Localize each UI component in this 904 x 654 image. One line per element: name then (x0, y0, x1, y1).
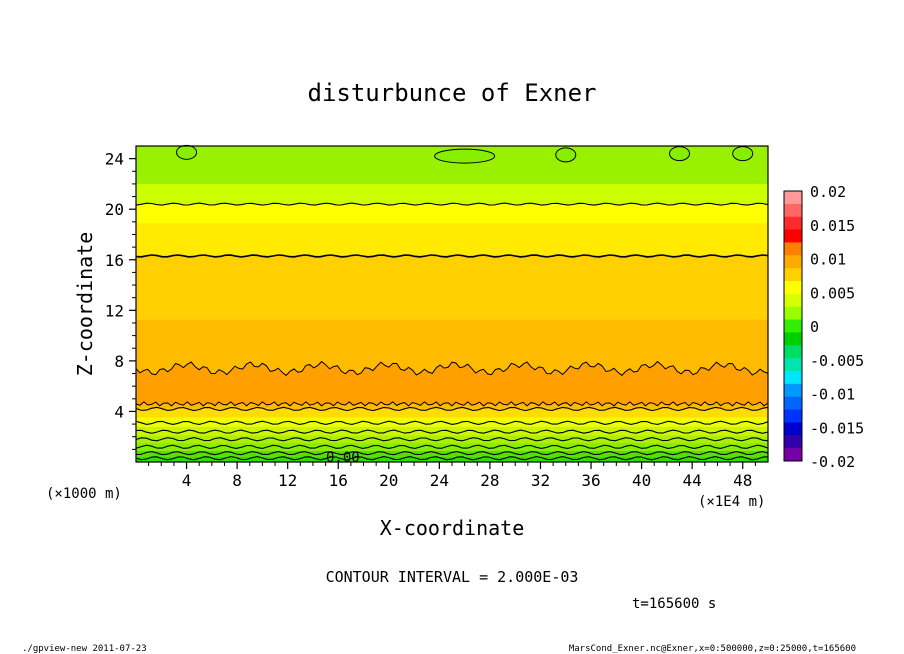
contour-line-1 (135, 451, 769, 456)
colorbar-label-8: -0.02 (810, 453, 855, 471)
contour-line-7 (135, 254, 769, 258)
plot-area (135, 146, 769, 462)
contour-band-8 (136, 254, 768, 320)
chart-title: disturbunce of Exner (308, 79, 597, 107)
colorbar-swatch-14 (784, 371, 802, 385)
x-scale-label: (×1E4 m) (698, 494, 765, 510)
x-tick-label-1: 8 (232, 471, 242, 490)
colorbar-swatch-20 (784, 448, 802, 462)
colorbar-label-6: -0.01 (810, 386, 855, 404)
colorbar-swatch-6 (784, 268, 802, 282)
colorbar (783, 190, 803, 462)
y-axis: 4 8 12 16 20 24 (105, 150, 136, 450)
contour-band-1 (136, 450, 768, 457)
y-axis-title: Z-coordinate (73, 232, 97, 377)
contour-line-8 (135, 202, 769, 206)
y-tick-label-4: 20 (105, 200, 124, 219)
y-tick-label-5: 24 (105, 150, 124, 169)
x-tick-label-2: 12 (278, 471, 297, 490)
contour-line-2 (135, 444, 769, 449)
contour-interval-text: CONTOUR INTERVAL = 2.000E-03 (326, 568, 579, 586)
x-axis: 4 8 12 16 20 24 28 32 36 40 44 48 (148, 462, 756, 490)
contour-line-6 (135, 406, 769, 412)
colorbar-frame (783, 190, 803, 462)
x-tick-label-7: 32 (531, 471, 550, 490)
x-tick-label-5: 24 (430, 471, 449, 490)
colorbar-swatch-4 (784, 242, 802, 256)
contour-lines (135, 144, 769, 461)
top-contour-4 (732, 146, 754, 162)
y-tick-label-1: 8 (114, 352, 124, 371)
colorbar-swatch-1 (784, 203, 802, 218)
colorbar-swatch-8 (784, 293, 802, 308)
footer-left: ./gpview-new 2011-07-23 (22, 644, 147, 654)
colorbar-label-0: 0.02 (810, 183, 846, 201)
x-tick-label-6: 28 (480, 471, 499, 490)
contour-line-0 (135, 456, 769, 461)
colorbar-swatch-0 (784, 191, 802, 205)
time-text: t=165600 s (632, 596, 716, 612)
colorbar-label-5: -0.005 (810, 352, 864, 370)
x-tick-label-8: 36 (581, 471, 600, 490)
x-tick-label-9: 40 (632, 471, 651, 490)
x-tick-label-10: 44 (683, 471, 702, 490)
contour-band-3 (136, 435, 768, 444)
colorbar-swatch-12 (784, 345, 802, 359)
colorbar-swatch-7 (784, 281, 802, 295)
colorbar-swatch-11 (784, 332, 802, 346)
colorbar-swatch-15 (784, 383, 802, 398)
x-tick-label-4: 20 (379, 471, 398, 490)
colorbar-swatch-9 (784, 306, 802, 321)
colorbar-swatch-19 (784, 435, 802, 449)
x-tick-label-0: 4 (182, 471, 192, 490)
footer-right: MarsCond_Exner.nc@Exner,x=0:500000,z=0:2… (569, 644, 856, 654)
contour-band-2 (136, 443, 768, 451)
colorbar-swatch-13 (784, 358, 802, 372)
y-tick-label-3: 16 (105, 251, 124, 270)
x-axis-title: X-coordinate (380, 516, 525, 540)
y-tick-label-0: 4 (114, 402, 124, 421)
top-contour-1 (434, 148, 496, 164)
contour-label: 0.00 (326, 450, 360, 466)
colorbar-label-3: 0.005 (810, 284, 855, 302)
colorbar-swatch-18 (784, 422, 802, 436)
y-tick-label-2: 12 (105, 301, 124, 320)
contour-band-4 (136, 426, 768, 436)
top-contour-3 (669, 146, 691, 162)
colorbar-label-7: -0.015 (810, 419, 864, 437)
contour-line-5 (135, 420, 769, 425)
colorbar-swatch-17 (784, 409, 802, 423)
contour-line-3 (135, 437, 769, 442)
x-tick-label-11: 48 (733, 471, 752, 490)
colorbar-swatch-10 (784, 319, 802, 333)
colorbar-label-1: 0.015 (810, 217, 855, 235)
contour-band-10 (136, 204, 768, 224)
contour-band-11 (136, 183, 768, 205)
x-tick-label-3: 16 (329, 471, 348, 490)
contour-band-6 (136, 408, 768, 418)
contour-line-4 (135, 429, 769, 434)
colorbar-label-2: 0.01 (810, 251, 846, 269)
colorbar-labels: 0.02 0.015 0.01 0.005 0 -0.005 -0.01 -0.015 -0.0… (810, 183, 864, 471)
colorbar-label-4: 0 (810, 318, 819, 336)
top-contour-2 (555, 147, 577, 163)
colorbar-swatch-2 (784, 216, 802, 231)
contour-band-5 (136, 417, 768, 427)
contour-band-9 (136, 223, 768, 255)
x-unit-label: (×1000 m) (46, 486, 122, 502)
colorbar-swatch-3 (784, 229, 802, 243)
colorbar-swatch-16 (784, 396, 802, 411)
colorbar-swatch-5 (784, 255, 802, 269)
top-contour-0 (176, 144, 198, 160)
